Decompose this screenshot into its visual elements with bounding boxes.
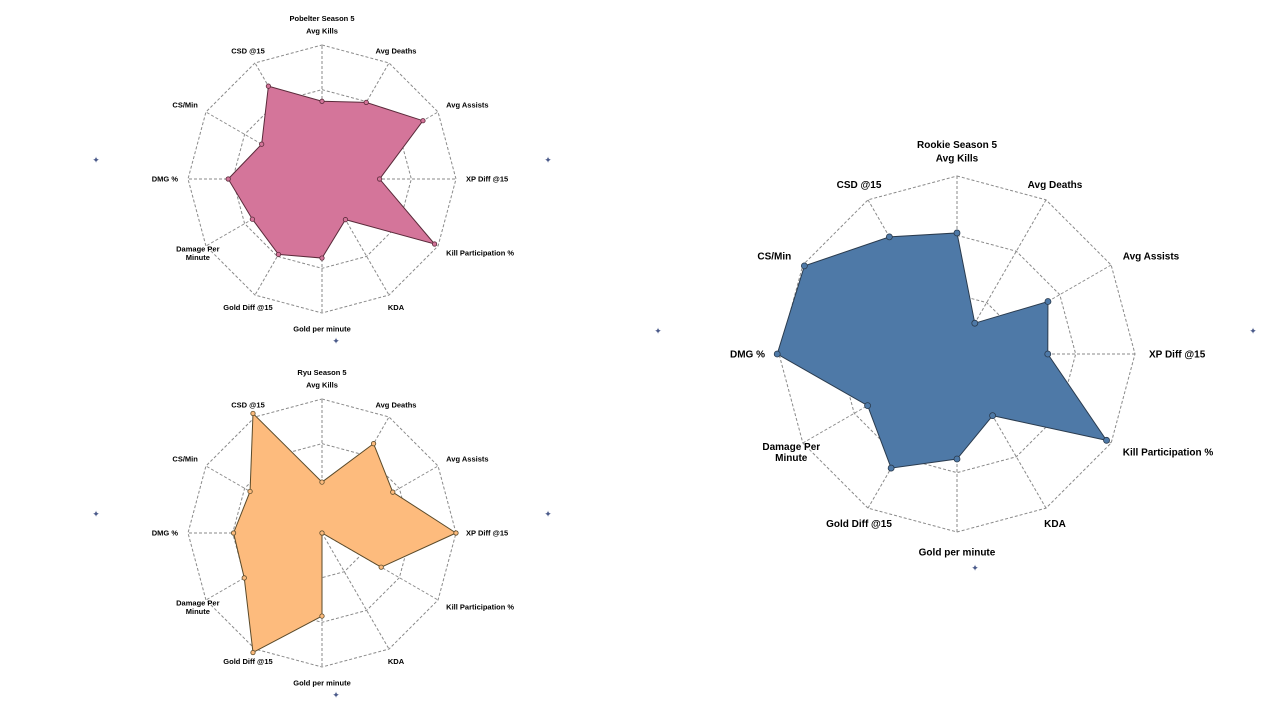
axis-label: Gold per minute xyxy=(919,548,996,559)
axis-label: CSD @15 xyxy=(837,180,882,191)
data-point xyxy=(319,530,325,536)
data-point xyxy=(230,530,237,536)
axis-label: Gold Diff @15 xyxy=(826,519,892,530)
pin-icon: ✦ xyxy=(544,509,552,519)
data-point xyxy=(864,402,871,410)
pin-icon: ✦ xyxy=(92,509,100,519)
data-point xyxy=(319,613,325,619)
axis-label: Avg Kills xyxy=(306,27,338,36)
axis-label: Kill Participation % xyxy=(446,603,514,612)
grid-ring xyxy=(232,443,412,623)
axis-label: Gold Diff @15 xyxy=(223,303,272,312)
data-point xyxy=(431,241,438,247)
radar-chart-1: Pobelter Season 5 Avg Kills Avg Deaths Avg … xyxy=(92,14,552,346)
axis-label: Gold Diff @15 xyxy=(223,657,272,666)
axis-label: Kill Participation % xyxy=(1123,448,1214,459)
axis-label: CS/Min xyxy=(172,455,198,464)
pin-icon: ✦ xyxy=(1249,326,1257,336)
axis-label: Avg Assists xyxy=(446,455,488,464)
series-area xyxy=(776,232,1108,469)
data-point xyxy=(370,441,377,447)
chart-title: Pobelter Season 5 xyxy=(289,14,354,23)
pin-icon: ✦ xyxy=(971,563,979,573)
pin-icon: ✦ xyxy=(332,690,340,700)
data-point xyxy=(887,464,895,472)
axis-label: Gold per minute xyxy=(293,679,351,688)
data-point xyxy=(250,649,256,656)
chart-title: Rookie Season 5 xyxy=(917,140,997,151)
axis-label: KDA xyxy=(1044,519,1066,530)
pin-icon: ✦ xyxy=(544,155,552,165)
data-point xyxy=(953,455,961,463)
radar-chart-3: Rookie Season 5 Avg Kills Avg Deaths Avg As… xyxy=(654,140,1257,573)
axis-label: DMG % xyxy=(152,175,179,184)
axis-label: Avg Deaths xyxy=(376,400,417,409)
axis-label: Avg Deaths xyxy=(1028,180,1083,191)
data-point xyxy=(1044,350,1052,358)
axis-label: DMG % xyxy=(730,350,765,361)
data-point xyxy=(377,176,383,182)
data-point xyxy=(319,98,325,104)
axis-label: DMG % xyxy=(152,529,179,538)
axis-label: KDA xyxy=(388,657,405,666)
axis-label: Damage Per Minute xyxy=(176,599,219,616)
data-point xyxy=(378,564,384,570)
data-point xyxy=(1103,436,1110,444)
data-point xyxy=(342,217,349,223)
data-point xyxy=(363,99,369,106)
axis-label: Avg Kills xyxy=(306,381,338,390)
radar-chart-2: Ryu Season 5 Avg Kills Avg Deaths Avg Assis… xyxy=(92,368,552,700)
axis-label: Avg Kills xyxy=(936,154,979,165)
data-point xyxy=(259,141,265,147)
data-point xyxy=(249,216,255,222)
data-point xyxy=(800,262,808,270)
data-point xyxy=(885,233,893,241)
series-area xyxy=(227,85,436,259)
data-point xyxy=(319,255,325,261)
grid-ring xyxy=(187,44,457,314)
data-point xyxy=(989,412,996,420)
axis-label: CS/Min xyxy=(172,101,198,110)
axis-label: Avg Deaths xyxy=(376,46,417,55)
data-point xyxy=(1044,298,1052,305)
data-point xyxy=(247,488,253,495)
pin-icon: ✦ xyxy=(332,336,340,346)
axis-label: CSD @15 xyxy=(231,46,265,55)
data-point xyxy=(241,575,247,581)
axis-label: Kill Participation % xyxy=(446,249,514,258)
axis-label: Avg Assists xyxy=(1123,252,1180,263)
grid-ring xyxy=(187,398,457,668)
series-area xyxy=(233,412,458,654)
axis-label: KDA xyxy=(388,303,405,312)
pin-icon: ✦ xyxy=(654,326,662,336)
data-point xyxy=(225,176,231,182)
data-point xyxy=(453,530,459,536)
data-point xyxy=(319,479,325,485)
axis-label: CS/Min xyxy=(757,252,791,263)
axis-label: XP Diff @15 xyxy=(1149,350,1206,361)
axis-spoke xyxy=(321,532,390,650)
axis-label: XP Diff @15 xyxy=(466,175,508,184)
data-point xyxy=(265,83,271,89)
axis-label: CSD @15 xyxy=(231,400,265,409)
grid-ring xyxy=(837,234,1077,474)
data-point xyxy=(275,251,282,258)
axis-label: Gold per minute xyxy=(293,325,351,334)
data-point xyxy=(953,229,961,237)
axis-label: Avg Assists xyxy=(446,101,488,110)
axis-label: Damage Per Minute xyxy=(176,245,219,262)
chart-title: Ryu Season 5 xyxy=(297,368,346,377)
data-point xyxy=(250,410,256,417)
data-point xyxy=(420,118,426,124)
axis-label: Damage Per Minute xyxy=(762,442,820,464)
data-point xyxy=(971,319,979,327)
axis-label: XP Diff @15 xyxy=(466,529,508,538)
data-point xyxy=(390,489,396,495)
data-point xyxy=(773,350,781,358)
pin-icon: ✦ xyxy=(92,155,100,165)
